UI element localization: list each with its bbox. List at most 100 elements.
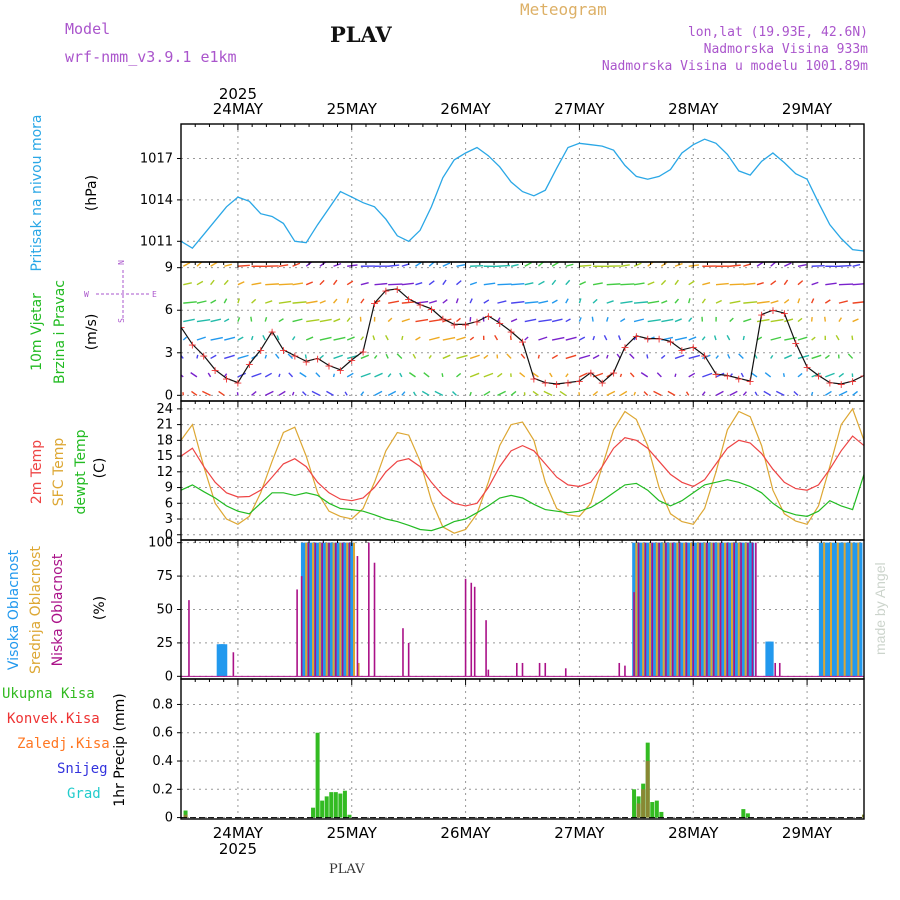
wind-arrow (456, 354, 468, 360)
wind-arrow (620, 318, 626, 323)
wind-arrow (469, 372, 480, 378)
legend-ukupna-kisa: Ukupna Kisa (2, 686, 95, 702)
y-tick-label: 0.6 (152, 726, 173, 741)
wind-arrow (483, 354, 489, 360)
wind-arrow (851, 335, 854, 341)
wind-arrow (633, 391, 637, 396)
convective-rain-bar (636, 803, 641, 818)
wind-arrow (344, 391, 348, 396)
wind-speed-marker: + (472, 316, 481, 329)
wind-speed-marker: + (393, 283, 402, 296)
wind-arrow (783, 299, 790, 304)
mid-cloud-bar (655, 542, 658, 677)
wind-speed-marker: + (507, 326, 516, 339)
high-cloud-bar (720, 542, 727, 677)
high-cloud-bar (856, 542, 863, 677)
wind-arrow (701, 298, 706, 304)
high-cloud-bar (680, 542, 687, 677)
wind-arrow (531, 372, 539, 378)
y-tick-label: 0.2 (152, 782, 173, 797)
low-cloud-bar (300, 576, 303, 677)
wind-arrow (442, 262, 451, 267)
wind-speed-marker: + (700, 350, 709, 363)
wind-speed-marker: + (791, 337, 800, 350)
wind-arrow (223, 298, 228, 304)
compass-n: N (116, 260, 126, 265)
wind-arrow (428, 300, 437, 304)
ylabel-wind: 10m Vjetar (29, 293, 45, 371)
wind-arrow (421, 390, 430, 396)
wind-arrow (653, 390, 662, 396)
wind-arrow (797, 298, 801, 304)
wind-arrow (202, 390, 211, 396)
wind-arrow (661, 300, 668, 304)
x-day-label-bottom: 27MAY (554, 824, 605, 842)
high-cloud-bar (221, 644, 228, 677)
wind-arrow (520, 353, 526, 359)
mid-cloud-bar (717, 542, 720, 677)
wind-arrow (646, 354, 649, 359)
mid-cloud-bar (696, 542, 699, 677)
high-cloud-bar (839, 542, 846, 677)
wind-arrow (835, 334, 840, 341)
wind-arrow (701, 336, 706, 341)
y-tick-label: 24 (156, 402, 173, 417)
high-cloud-bar (314, 542, 321, 677)
wind-arrow (469, 336, 475, 341)
wind-arrow (292, 282, 304, 286)
wind-arrow (251, 390, 257, 396)
low-cloud-bar (624, 665, 626, 677)
wind-arrow (551, 336, 565, 341)
wind-arrow (579, 336, 586, 341)
wind-arrow (401, 391, 406, 396)
wind-arrow (852, 390, 858, 396)
wind-arrow (701, 391, 706, 396)
wind-arrow (302, 391, 307, 396)
wind-arrow (661, 318, 674, 323)
y-tick-label: 1014 (140, 193, 173, 208)
wind-arrow (218, 390, 225, 396)
high-cloud-bar (707, 542, 714, 677)
y-tick-label: 25 (156, 636, 173, 651)
wind-speed-marker: + (654, 333, 663, 346)
wind-speed-marker: + (609, 367, 618, 380)
ylabel-pressure: Pritisak na nivou mora (29, 114, 45, 271)
mid-cloud-bar (730, 542, 733, 677)
wind-arrow (408, 372, 416, 378)
mid-cloud-bar (836, 542, 839, 677)
wind-arrow (469, 298, 473, 304)
wind-arrow (237, 281, 245, 286)
wind-speed-marker: + (802, 361, 811, 374)
wind-arrow (674, 336, 688, 341)
high-cloud-bar (693, 542, 700, 677)
wind-arrow (729, 317, 734, 323)
wind-arrow (811, 372, 821, 378)
high-cloud-bar (825, 542, 832, 677)
low-cloud-bar (232, 652, 235, 677)
wind-arrow (509, 335, 512, 341)
total-rain-bar (183, 810, 188, 818)
wind-arrow (346, 372, 354, 378)
wind-arrow (640, 372, 649, 378)
x-day-label-bottom: 24MAY (213, 824, 264, 842)
wind-arrow (237, 336, 244, 341)
mid-cloud-bar (346, 542, 349, 677)
wind-arrow (304, 354, 307, 359)
wind-arrow (265, 300, 273, 304)
wind-speed-marker: + (552, 378, 561, 391)
wind-arrow (456, 317, 461, 323)
low-cloud-bar (328, 542, 330, 677)
wind-arrow (524, 336, 529, 341)
wind-arrow (346, 298, 350, 304)
wind-arrow (740, 372, 744, 378)
wind-arrow (674, 298, 680, 304)
wind-arrow (210, 318, 222, 323)
wind-arrow (237, 264, 250, 267)
wind-arrow (250, 316, 253, 322)
wind-arrow (743, 282, 756, 286)
wind-arrow (442, 279, 447, 286)
mid-cloud-bar (669, 542, 672, 677)
wind-arrow (223, 318, 230, 323)
panel-frames (177, 123, 865, 820)
wind-arrow (538, 318, 552, 323)
